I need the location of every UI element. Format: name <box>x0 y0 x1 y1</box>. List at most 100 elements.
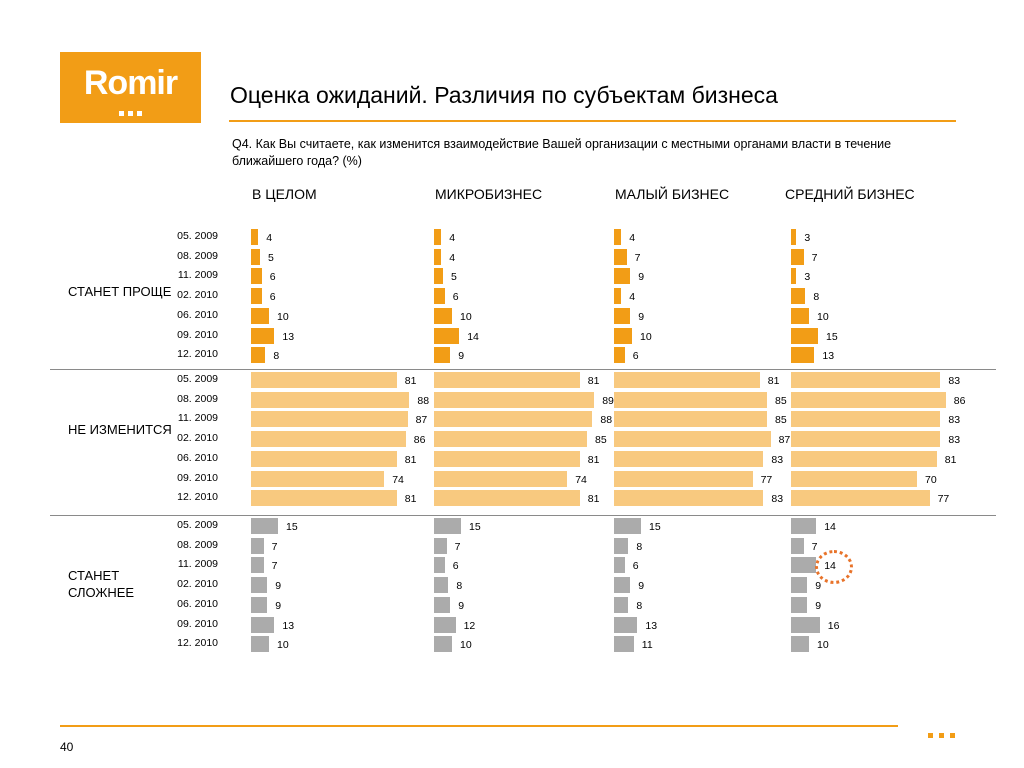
data-label: 14 <box>467 330 479 343</box>
bar <box>791 431 941 448</box>
period-label: 02. 2010 <box>177 289 218 302</box>
group-label: НЕ ИЗМЕНИТСЯ <box>68 422 172 437</box>
bar <box>434 307 452 324</box>
group-separator <box>50 369 996 370</box>
column-header: В ЦЕЛОМ <box>252 186 317 202</box>
bar <box>434 490 580 507</box>
bar <box>434 411 593 428</box>
period-label: 09. 2010 <box>177 471 218 484</box>
data-label: 77 <box>937 493 950 506</box>
bar <box>791 577 808 594</box>
bar <box>251 518 278 534</box>
period-label: 02. 2010 <box>177 578 218 591</box>
data-label: 13 <box>282 330 295 343</box>
title-divider <box>229 120 956 122</box>
data-label: 7 <box>634 251 641 264</box>
bar <box>614 518 641 534</box>
logo-dots <box>60 103 201 121</box>
bar <box>791 248 804 265</box>
bar <box>434 577 449 594</box>
data-label: 81 <box>404 493 417 506</box>
bar <box>614 327 632 344</box>
data-label: 9 <box>458 350 465 363</box>
bar <box>434 431 587 448</box>
data-label: 10 <box>817 639 829 652</box>
data-label: 15 <box>286 521 298 533</box>
data-label: 9 <box>638 271 645 284</box>
bar <box>251 557 264 574</box>
data-label: 81 <box>587 453 600 466</box>
bar <box>614 248 627 265</box>
bar <box>791 268 797 285</box>
data-label: 87 <box>778 434 791 447</box>
period-label: 12. 2010 <box>177 348 218 361</box>
data-label: 13 <box>645 619 658 632</box>
data-label: 81 <box>587 375 600 387</box>
data-label: 3 <box>804 232 811 244</box>
bar <box>791 411 941 428</box>
bar <box>251 347 266 364</box>
period-label: 06. 2010 <box>177 308 218 321</box>
bar <box>791 288 806 305</box>
bar <box>251 391 410 408</box>
bar <box>614 431 771 448</box>
bar <box>791 327 818 344</box>
data-label: 8 <box>273 350 280 363</box>
bar <box>614 288 622 305</box>
bar <box>251 288 262 305</box>
bar <box>791 490 930 507</box>
data-label: 81 <box>944 453 957 466</box>
bar <box>251 537 264 554</box>
data-label: 85 <box>595 434 607 447</box>
data-label: 9 <box>275 580 282 593</box>
bar <box>434 616 456 633</box>
data-label: 7 <box>454 540 461 553</box>
bar <box>251 411 408 428</box>
data-label: 83 <box>948 375 961 387</box>
data-label: 9 <box>815 599 822 612</box>
data-label: 3 <box>804 271 811 284</box>
data-label: 12 <box>463 619 476 632</box>
data-label: 81 <box>587 493 600 506</box>
data-label: 6 <box>269 271 276 284</box>
data-label: 8 <box>456 580 463 593</box>
data-label: 16 <box>827 619 840 632</box>
period-label: 08. 2009 <box>177 392 218 405</box>
period-label: 12. 2010 <box>177 637 218 650</box>
bar <box>434 450 580 467</box>
bar <box>614 470 753 487</box>
data-label: 13 <box>282 619 295 632</box>
bar <box>791 596 808 613</box>
data-label: 4 <box>629 291 636 304</box>
survey-question: Q4. Как Вы считаете, как изменится взаим… <box>232 137 892 168</box>
data-label: 15 <box>469 521 481 533</box>
period-label: 11. 2009 <box>177 269 218 282</box>
data-label: 4 <box>449 251 456 264</box>
data-label: 74 <box>575 473 587 486</box>
period-label: 08. 2009 <box>177 538 218 551</box>
bar <box>251 470 385 487</box>
bar <box>614 616 638 633</box>
data-label: 6 <box>452 291 459 304</box>
data-label: 14 <box>824 521 836 533</box>
bar <box>614 490 764 507</box>
period-label: 02. 2010 <box>177 432 218 445</box>
bar <box>434 518 461 534</box>
page-title: Оценка ожиданий. Различия по субъектам б… <box>230 82 778 108</box>
data-label: 77 <box>760 473 773 486</box>
bar <box>614 307 631 324</box>
period-label: 06. 2010 <box>177 451 218 464</box>
data-label: 88 <box>600 414 613 427</box>
period-label: 09. 2010 <box>177 617 218 630</box>
bar <box>434 557 445 574</box>
bar <box>434 268 443 285</box>
bar <box>434 229 442 245</box>
bar <box>791 372 941 388</box>
period-label: 05. 2009 <box>177 230 218 242</box>
data-label: 83 <box>948 434 961 447</box>
data-label: 15 <box>649 521 661 533</box>
data-label: 81 <box>767 375 780 387</box>
romir-logo: Romir <box>60 52 201 123</box>
bar <box>434 596 451 613</box>
bar <box>614 347 625 364</box>
